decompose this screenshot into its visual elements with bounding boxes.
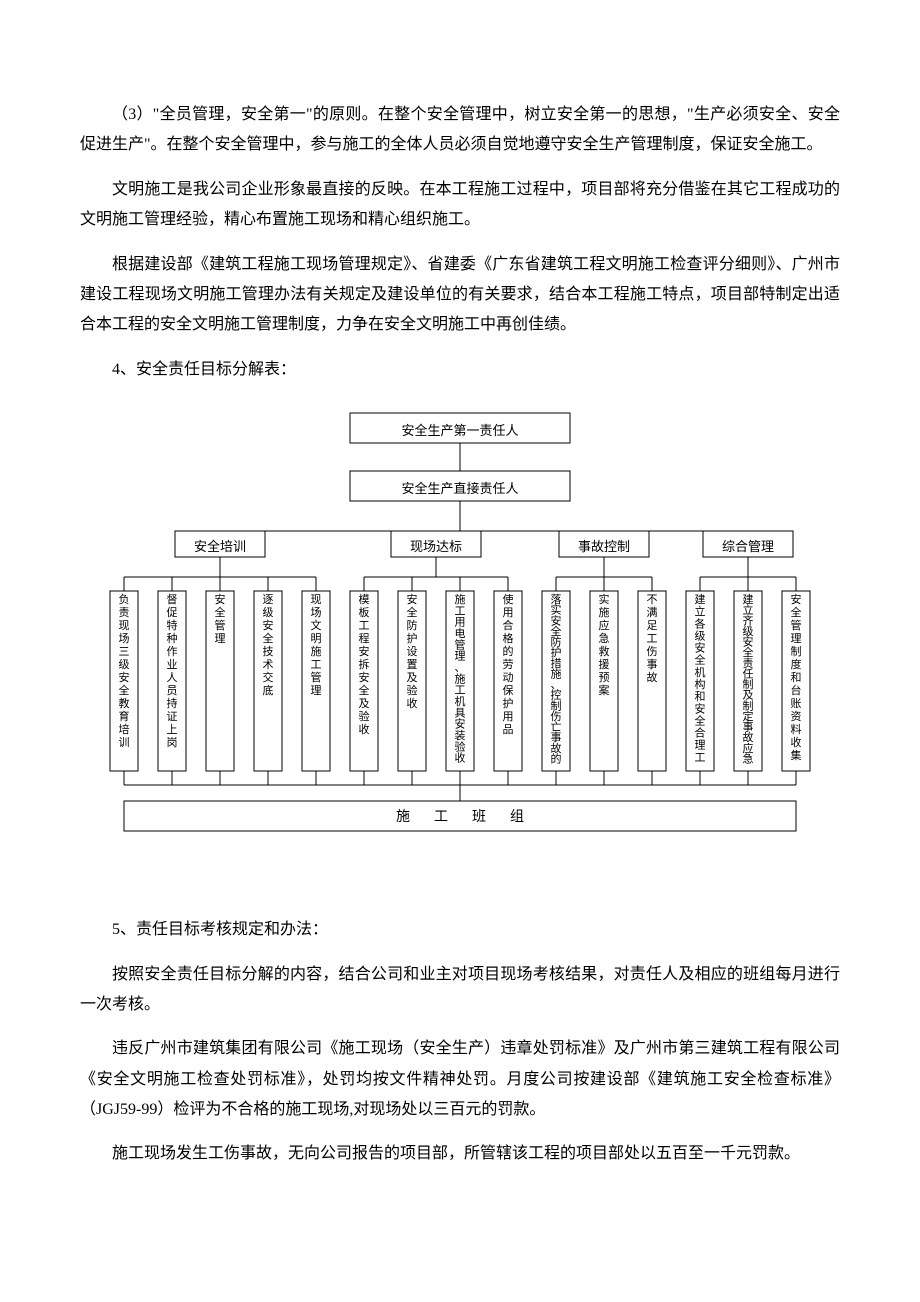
section-4-head: 4、安全责任目标分解表： (80, 355, 840, 385)
svg-text:安全培训: 安全培训 (194, 539, 246, 554)
svg-text:现场达标: 现场达标 (410, 539, 462, 554)
svg-text:安全管理: 安全管理 (215, 592, 226, 645)
svg-text:安全管理制度和台账资料收集: 安全管理制度和台账资料收集 (791, 592, 802, 762)
svg-text:督促特种作业人员持证上岗: 督促特种作业人员持证上岗 (167, 592, 178, 749)
paragraph-penalty: 违反广州市建筑集团有限公司《施工现场（安全生产）违章处罚标准》及广州市第三建筑工… (80, 1034, 840, 1125)
svg-text:建立齐级安全责任制及制定事故应急: 建立齐级安全责任制及制定事故应急 (743, 592, 754, 765)
svg-text:不满足工伤事故: 不满足工伤事故 (647, 594, 658, 684)
section-5-head: 5、责任目标考核规定和办法： (80, 915, 840, 945)
svg-text:安全生产第一责任人: 安全生产第一责任人 (401, 423, 518, 438)
safety-responsibility-chart: 安全生产第一责任人安全生产直接责任人安全培训 现场达标 事故控制 综合管理负责现场三级… (80, 405, 840, 895)
svg-text:综合管理: 综合管理 (722, 539, 774, 554)
paragraph-civilized: 文明施工是我公司企业形象最直接的反映。在本工程施工过程中，项目部将充分借鉴在其它… (80, 175, 840, 236)
svg-text:模板工程安拆安全及验收: 模板工程安拆安全及验收 (359, 593, 370, 736)
paragraph-injury: 施工现场发生工伤事故，无向公司报告的项目部，所管辖该工程的项目部处以五百至一千元… (80, 1139, 840, 1169)
svg-text:建立各级安全机构和安全合理工: 建立各级安全机构和安全合理工 (695, 592, 706, 764)
svg-text:落实安全防护措施、控制伤亡事故的: 落实安全防护措施、控制伤亡事故的 (551, 593, 562, 765)
paragraph-assessment: 按照安全责任目标分解的内容，结合公司和业主对项目现场考核结果，对责任人及相应的班… (80, 960, 840, 1021)
svg-text:安全防护设置及验收: 安全防护设置及验收 (407, 592, 418, 710)
svg-text:安全生产直接责任人: 安全生产直接责任人 (401, 481, 518, 496)
svg-text:施工班组: 施工班组 (396, 809, 548, 825)
svg-text:事故控制: 事故控制 (578, 539, 630, 554)
paragraph-basis: 根据建设部《建筑工程施工现场管理规定》、省建委《广东省建筑工程文明施工检查评分细… (80, 250, 840, 341)
svg-text:使用合格的劳动保护用品: 使用合格的劳动保护用品 (503, 593, 514, 736)
org-chart-svg: 安全生产第一责任人安全生产直接责任人安全培训 现场达标 事故控制 综合管理负责现场三级… (80, 405, 840, 895)
svg-text:施工用电管理、施工机具安装验收: 施工用电管理、施工机具安装验收 (455, 593, 466, 765)
paragraph-3: （3）"全员管理，安全第一"的原则。在整个安全管理中，树立安全第一的思想，"生产… (80, 100, 840, 161)
svg-text:实施应急救援预案: 实施应急救援预案 (599, 592, 610, 697)
svg-text:负责现场三级安全教育培训: 负责现场三级安全教育培训 (119, 592, 130, 749)
